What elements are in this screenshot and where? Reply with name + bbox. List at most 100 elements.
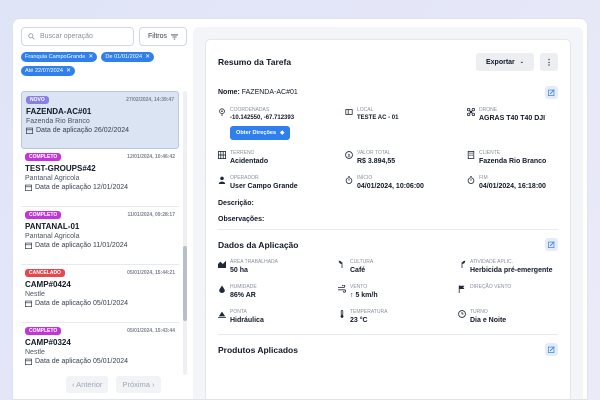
start-field: INÍCIO 04/01/2024, 10:06:00 xyxy=(345,175,467,190)
name-label: Nome: xyxy=(218,89,240,96)
nozzle-label: PONTA xyxy=(230,309,247,315)
search-input[interactable] xyxy=(40,33,132,40)
shift-field: TURNO Dia e Noite xyxy=(458,309,568,324)
end-label: FIM xyxy=(479,175,488,181)
farm-name: Fazenda Rio Branco xyxy=(26,118,90,125)
drone-value: AGRAS T40 T40 DJI xyxy=(479,115,546,122)
edit-icon xyxy=(548,241,555,248)
operation-code: CAMP#0424 xyxy=(25,280,71,289)
crop-value: Café xyxy=(350,267,366,274)
application-fields: ÁREA TRABALHADA 50 ha CULTURA Café ATIVI… xyxy=(218,259,558,334)
close-icon[interactable]: ✕ xyxy=(88,54,94,60)
operator-label: OPERADOR xyxy=(230,175,259,181)
timestamp: 05/01/2024, 15:44:21 xyxy=(127,270,175,276)
edit-products-button[interactable] xyxy=(545,343,558,356)
status-badge: NOVO xyxy=(26,96,49,104)
filters-button[interactable]: Filtros xyxy=(139,27,187,46)
next-page-button[interactable]: Próxima › xyxy=(116,376,161,393)
thermometer-icon xyxy=(340,310,344,318)
list-item[interactable]: CANCELADO 05/01/2024, 15:44:21 CAMP#0424… xyxy=(21,265,179,323)
farm-name: Nestle xyxy=(25,291,45,298)
close-icon[interactable]: ✕ xyxy=(65,68,71,74)
more-options-button[interactable]: ⋮ xyxy=(540,53,558,71)
wind-value: 5 km/h xyxy=(355,292,378,299)
search-box[interactable] xyxy=(21,27,134,46)
operation-code: FAZENDA-AC#01 xyxy=(26,107,92,116)
application-date-text: Data de aplicação 05/01/2024 xyxy=(35,358,129,365)
map-icon xyxy=(345,109,353,115)
local-label: LOCAL xyxy=(357,107,374,113)
list-item[interactable]: COMPLETO 05/01/2024, 15:43:44 CAMP#0324 … xyxy=(21,323,179,375)
summary-fields-row1: COORDENADAS -10.142550, -67.712393 Obter… xyxy=(218,107,558,200)
local-value: TESTE AC - 01 xyxy=(357,115,399,121)
previous-page-button[interactable]: ‹ Anterior xyxy=(66,376,109,393)
directions-label: Obter Direções xyxy=(236,130,277,136)
application-date: Data de aplicação 05/01/2024 xyxy=(25,300,175,307)
status-badge: COMPLETO xyxy=(25,327,62,335)
timestamp: 05/01/2024, 15:43:44 xyxy=(127,328,175,334)
wind-field: VENTO ↑ 5 km/h xyxy=(338,284,458,299)
local-field: LOCAL TESTE AC - 01 xyxy=(345,107,467,140)
search-row: Filtros xyxy=(21,27,187,46)
application-date-text: Data de aplicação 05/01/2024 xyxy=(35,300,129,307)
edit-summary-button[interactable] xyxy=(545,86,558,99)
activity-value: Herbicida pré-emergente xyxy=(470,267,553,274)
filter-chip-franchise[interactable]: Franquia CampoGrande ✕ xyxy=(21,52,98,62)
summary-title: Resumo da Tarefa xyxy=(218,57,292,67)
get-directions-button[interactable]: Obter Direções ◆ xyxy=(230,126,291,140)
pagination: ‹ Anterior Próxima › xyxy=(66,376,161,393)
export-button[interactable]: Exportar ⌄ xyxy=(476,53,534,71)
status-badge: COMPLETO xyxy=(25,211,62,219)
coordinates-value: -10.142550, -67.712393 xyxy=(230,115,295,121)
wind-direction-field: DIREÇÃO VENTO xyxy=(458,284,568,299)
terrain-label: TERRENO xyxy=(230,150,255,156)
list-item[interactable]: NOVO 27/02/2024, 14:39:47 FAZENDA-AC#01 … xyxy=(21,91,179,149)
application-date: Data de aplicação 12/01/2024 xyxy=(25,184,175,191)
client-field: CLIENTE Fazenda Rio Branco xyxy=(467,150,557,165)
plant-icon xyxy=(338,260,343,268)
summary-card: Resumo da Tarefa Exportar ⌄ ⋮ Nome: FAZE… xyxy=(205,39,571,399)
chip-label: Até 22/07/2024 xyxy=(25,68,63,74)
nozzle-icon xyxy=(218,311,226,318)
total-value-label: VALOR TOTAL xyxy=(357,150,391,156)
application-date: Data de aplicação 11/01/2024 xyxy=(25,242,175,249)
application-date: Data de aplicação 26/02/2024 xyxy=(26,127,174,134)
scrollbar-thumb[interactable] xyxy=(183,246,187,321)
application-date-text: Data de aplicação 11/01/2024 xyxy=(35,242,128,249)
list-item[interactable]: COMPLETO 11/01/2024, 09:28:17 PANTANAL-0… xyxy=(21,207,179,265)
list-item[interactable]: COMPLETO 12/01/2024, 10:46:42 TEST-GROUP… xyxy=(21,149,179,207)
edit-application-button[interactable] xyxy=(545,238,558,251)
wind-icon xyxy=(338,285,346,293)
temperature-field: TEMPERATURA 23 °C xyxy=(338,309,458,324)
start-value: 04/01/2024, 10:06:00 xyxy=(357,183,424,190)
list-scrollbar[interactable] xyxy=(183,91,187,375)
close-icon[interactable]: ✕ xyxy=(145,54,151,60)
wind-value-row: ↑ 5 km/h xyxy=(350,292,378,299)
end-field: FIM 04/01/2024, 16:18:00 xyxy=(467,175,557,190)
application-date: Data de aplicação 05/01/2024 xyxy=(25,358,175,365)
droplet-icon xyxy=(219,285,225,293)
application-date-text: Data de aplicação 26/02/2024 xyxy=(36,127,130,134)
operation-code: TEST-GROUPS#42 xyxy=(25,164,96,173)
edit-icon xyxy=(548,346,555,353)
farm-name: Pantanal Agricola xyxy=(25,233,80,240)
filter-chip-date-from[interactable]: De 01/01/2024 ✕ xyxy=(101,52,155,62)
divider xyxy=(218,229,558,230)
coordinates-label: COORDENADAS xyxy=(230,107,270,113)
app-frame: Filtros Franquia CampoGrande ✕ De 01/01/… xyxy=(12,18,588,400)
coordinates-field: COORDENADAS -10.142550, -67.712393 Obter… xyxy=(218,107,345,140)
total-value-field: $ VALOR TOTAL R$ 3.894,55 xyxy=(345,150,467,165)
status-badge: COMPLETO xyxy=(25,153,62,161)
area-chart-icon xyxy=(218,260,226,268)
nozzle-field: PONTA Hidráulica xyxy=(218,309,338,324)
filter-lines-icon xyxy=(171,33,179,40)
divider xyxy=(218,334,558,335)
shift-value: Dia e Noite xyxy=(470,317,507,324)
name-value: FAZENDA-AC#01 xyxy=(241,89,298,96)
grid-icon xyxy=(218,151,226,159)
wind-direction-label: DIREÇÃO VENTO xyxy=(470,284,512,290)
task-name: Nome: FAZENDA-AC#01 xyxy=(218,89,298,96)
flag-icon xyxy=(458,285,465,293)
status-badge: CANCELADO xyxy=(25,269,65,277)
filter-chip-date-to[interactable]: Até 22/07/2024 ✕ xyxy=(21,66,75,76)
